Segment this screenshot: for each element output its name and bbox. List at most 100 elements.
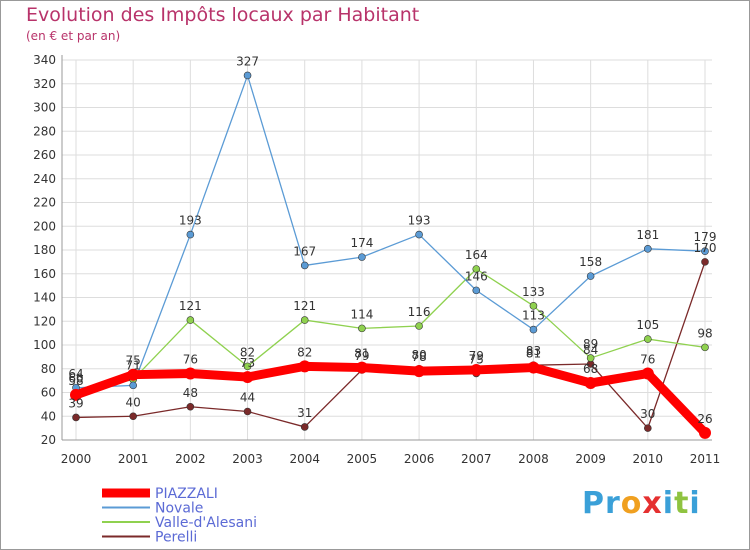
data-point <box>586 354 595 362</box>
data-label: 121 <box>179 299 202 313</box>
legend-label: Novale <box>155 501 203 517</box>
data-point <box>529 325 538 334</box>
data-label: 39 <box>68 396 83 410</box>
data-point <box>701 343 709 352</box>
x-tick-label: 2009 <box>575 452 606 466</box>
data-label: 179 <box>694 230 717 244</box>
data-point <box>186 230 195 239</box>
data-point <box>355 361 368 374</box>
data-label: 167 <box>293 244 316 258</box>
legend-label: PIAZZALI <box>155 486 218 502</box>
data-point <box>186 316 195 324</box>
y-tick-label: 60 <box>41 386 56 400</box>
data-point <box>300 423 309 431</box>
y-tick-label: 340 <box>33 53 56 67</box>
data-point <box>472 286 481 295</box>
data-point <box>186 402 195 411</box>
data-label: 98 <box>697 326 712 340</box>
data-point <box>243 407 252 416</box>
data-label: 83 <box>526 344 541 358</box>
y-tick-label: 280 <box>33 124 56 138</box>
data-point <box>298 360 311 373</box>
data-label: 76 <box>183 353 198 367</box>
data-label: 327 <box>236 54 259 68</box>
data-point <box>358 324 366 333</box>
data-label: 193 <box>179 214 202 228</box>
data-point <box>243 362 252 371</box>
data-point <box>701 258 709 266</box>
data-label: 164 <box>465 248 488 262</box>
y-tick-label: 180 <box>33 243 56 257</box>
data-label: 78 <box>411 350 426 364</box>
data-label: 60 <box>68 372 83 386</box>
x-tick-label: 2005 <box>347 452 378 466</box>
x-tick-label: 2000 <box>61 452 92 466</box>
data-label: 181 <box>636 228 659 242</box>
data-label: 113 <box>522 309 545 323</box>
y-tick-label: 80 <box>41 362 56 376</box>
data-point <box>415 322 423 330</box>
data-label: 75 <box>126 354 141 368</box>
x-tick-label: 2001 <box>118 452 149 466</box>
data-point <box>527 361 540 374</box>
data-label: 31 <box>297 406 312 420</box>
data-point <box>243 71 252 80</box>
data-point <box>586 272 595 280</box>
data-label: 64 <box>68 367 83 381</box>
series-line-valle-d-alesani <box>75 268 706 394</box>
y-tick-label: 160 <box>33 267 56 281</box>
y-tick-label: 140 <box>33 291 56 305</box>
data-label: 133 <box>522 285 545 299</box>
x-tick-label: 2006 <box>404 452 435 466</box>
data-label: 80 <box>411 348 426 362</box>
data-label: 82 <box>297 345 312 359</box>
data-point <box>72 413 80 422</box>
legend-label: Perelli <box>155 530 197 546</box>
data-point <box>415 230 423 239</box>
data-label: 84 <box>583 343 598 357</box>
data-point <box>129 412 137 421</box>
y-tick-label: 300 <box>33 101 56 115</box>
data-label: 105 <box>636 318 659 332</box>
data-label: 30 <box>640 407 655 421</box>
x-tick-label: 2008 <box>518 452 549 466</box>
y-tick-label: 220 <box>33 196 56 210</box>
data-point <box>70 388 82 401</box>
y-tick-label: 100 <box>33 338 56 352</box>
data-label: 81 <box>526 347 541 361</box>
data-label: 82 <box>240 345 255 359</box>
y-tick-label: 240 <box>33 172 56 186</box>
y-tick-label: 20 <box>41 433 56 447</box>
data-point <box>129 381 137 390</box>
data-point <box>241 371 254 384</box>
y-tick-label: 200 <box>33 219 56 233</box>
data-label: 121 <box>293 299 316 313</box>
series-line-novale <box>75 74 706 389</box>
data-point <box>641 367 654 380</box>
data-label: 71 <box>126 358 141 372</box>
data-point <box>644 335 652 343</box>
data-point <box>127 368 140 381</box>
data-label: 79 <box>354 349 369 363</box>
data-point <box>701 247 709 255</box>
data-point <box>184 367 197 380</box>
data-point <box>644 424 652 432</box>
y-tick-label: 40 <box>41 409 56 423</box>
data-label: 81 <box>354 347 369 361</box>
legend-label: Valle-d'Alesani <box>155 515 257 531</box>
data-label: 40 <box>126 395 141 409</box>
data-label: 75 <box>469 353 484 367</box>
data-label: 68 <box>583 362 598 376</box>
x-tick-label: 2010 <box>633 452 664 466</box>
data-point <box>584 377 597 389</box>
x-tick-label: 2007 <box>461 452 492 466</box>
data-label: 146 <box>465 269 488 283</box>
series-line-piazzali <box>71 361 710 438</box>
y-tick-label: 320 <box>33 77 56 91</box>
x-tick-label: 2002 <box>175 452 206 466</box>
y-tick-label: 120 <box>33 314 56 328</box>
x-tick-label: 2011 <box>690 452 721 466</box>
chart-title: Evolution des Impôts locaux par Habitant <box>26 4 420 26</box>
data-label: 158 <box>579 255 602 269</box>
x-tick-label: 2003 <box>232 452 263 466</box>
